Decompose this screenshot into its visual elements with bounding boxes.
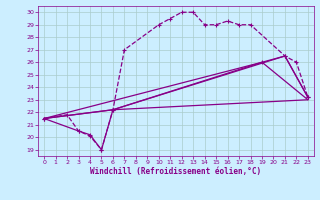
X-axis label: Windchill (Refroidissement éolien,°C): Windchill (Refroidissement éolien,°C) xyxy=(91,167,261,176)
